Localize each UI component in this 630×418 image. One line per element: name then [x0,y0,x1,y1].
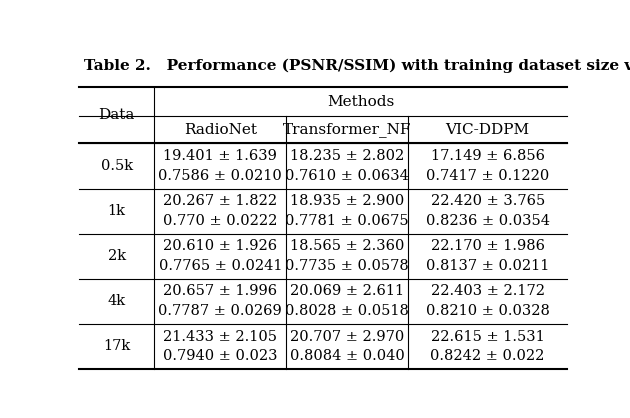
Text: 22.403 ± 2.172
0.8210 ± 0.0328: 22.403 ± 2.172 0.8210 ± 0.0328 [426,285,549,318]
Text: 19.401 ± 1.639
0.7586 ± 0.0210: 19.401 ± 1.639 0.7586 ± 0.0210 [159,149,282,183]
Text: 18.565 ± 2.360
0.7735 ± 0.0578: 18.565 ± 2.360 0.7735 ± 0.0578 [285,240,409,273]
Text: 22.420 ± 3.765
0.8236 ± 0.0354: 22.420 ± 3.765 0.8236 ± 0.0354 [426,194,549,228]
Text: RadioNet: RadioNet [184,123,257,137]
Text: 21.433 ± 2.105
0.7940 ± 0.023: 21.433 ± 2.105 0.7940 ± 0.023 [163,329,278,363]
Text: VIC-DDPM: VIC-DDPM [445,123,530,137]
Text: 22.615 ± 1.531
0.8242 ± 0.022: 22.615 ± 1.531 0.8242 ± 0.022 [430,329,545,363]
Text: 22.170 ± 1.986
0.8137 ± 0.0211: 22.170 ± 1.986 0.8137 ± 0.0211 [426,240,549,273]
Text: Data: Data [98,108,135,122]
Text: 1k: 1k [108,204,125,218]
Text: Transformer_NF: Transformer_NF [283,122,411,137]
Text: 18.235 ± 2.802
0.7610 ± 0.0634: 18.235 ± 2.802 0.7610 ± 0.0634 [285,149,410,183]
Text: 20.657 ± 1.996
0.7787 ± 0.0269: 20.657 ± 1.996 0.7787 ± 0.0269 [159,285,282,318]
Text: 20.267 ± 1.822
0.770 ± 0.0222: 20.267 ± 1.822 0.770 ± 0.0222 [163,194,278,228]
Text: 4k: 4k [108,294,125,308]
Text: 0.5k: 0.5k [101,159,133,173]
Text: Methods: Methods [327,94,394,109]
Text: 18.935 ± 2.900
0.7781 ± 0.0675: 18.935 ± 2.900 0.7781 ± 0.0675 [285,194,409,228]
Text: 20.707 ± 2.970
0.8084 ± 0.040: 20.707 ± 2.970 0.8084 ± 0.040 [290,329,404,363]
Text: 2k: 2k [108,249,125,263]
Text: 17.149 ± 6.856
0.7417 ± 0.1220: 17.149 ± 6.856 0.7417 ± 0.1220 [426,149,549,183]
Text: Table 2.   Performance (PSNR/SSIM) with training dataset size varied: Table 2. Performance (PSNR/SSIM) with tr… [84,58,630,73]
Text: 17k: 17k [103,339,130,353]
Text: 20.069 ± 2.611
0.8028 ± 0.0518: 20.069 ± 2.611 0.8028 ± 0.0518 [285,285,410,318]
Text: 20.610 ± 1.926
0.7765 ± 0.0241: 20.610 ± 1.926 0.7765 ± 0.0241 [159,240,282,273]
